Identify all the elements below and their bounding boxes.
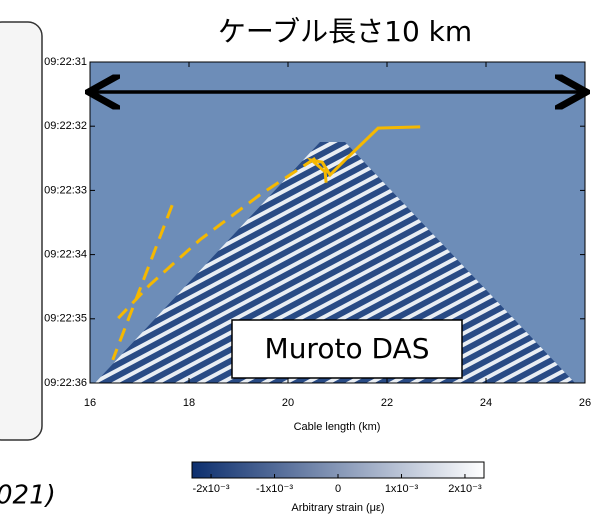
colorbar-tick-label: 1x10⁻³ (385, 483, 419, 495)
colorbar-tick-label: -2x10⁻³ (193, 483, 230, 495)
y-tick-label: 09:22:32 (44, 120, 87, 132)
citation: 021) (0, 481, 56, 511)
y-tick-label: 09:22:31 (44, 56, 87, 68)
x-tick-label: 22 (381, 397, 393, 409)
colorbar-tick-label: 2x10⁻³ (448, 483, 482, 495)
x-tick-label: 18 (183, 397, 195, 409)
x-axis-label: Cable length (km) (294, 421, 381, 433)
x-tick-label: 24 (480, 397, 492, 409)
y-tick-label: 09:22:35 (44, 313, 87, 325)
x-tick-label: 20 (282, 397, 294, 409)
side-panel (0, 22, 42, 440)
x-tick-label: 16 (84, 397, 96, 409)
chart-title: ケーブル長さ10 km (218, 15, 472, 48)
y-tick-label: 09:22:36 (44, 377, 87, 389)
y-tick-label: 09:22:34 (44, 249, 87, 261)
x-tick-label: 26 (579, 397, 591, 409)
annotation: Muroto DAS (265, 332, 430, 365)
colorbar-label: Arbitrary strain (με) (291, 502, 384, 514)
colorbar-tick-label: 0 (335, 483, 341, 495)
y-tick-label: 09:22:33 (44, 184, 87, 196)
slide: 021) ケーブル長さ10 km Muroto DAS Cable length… (0, 0, 607, 518)
colorbar-tick-label: -1x10⁻³ (256, 483, 293, 495)
